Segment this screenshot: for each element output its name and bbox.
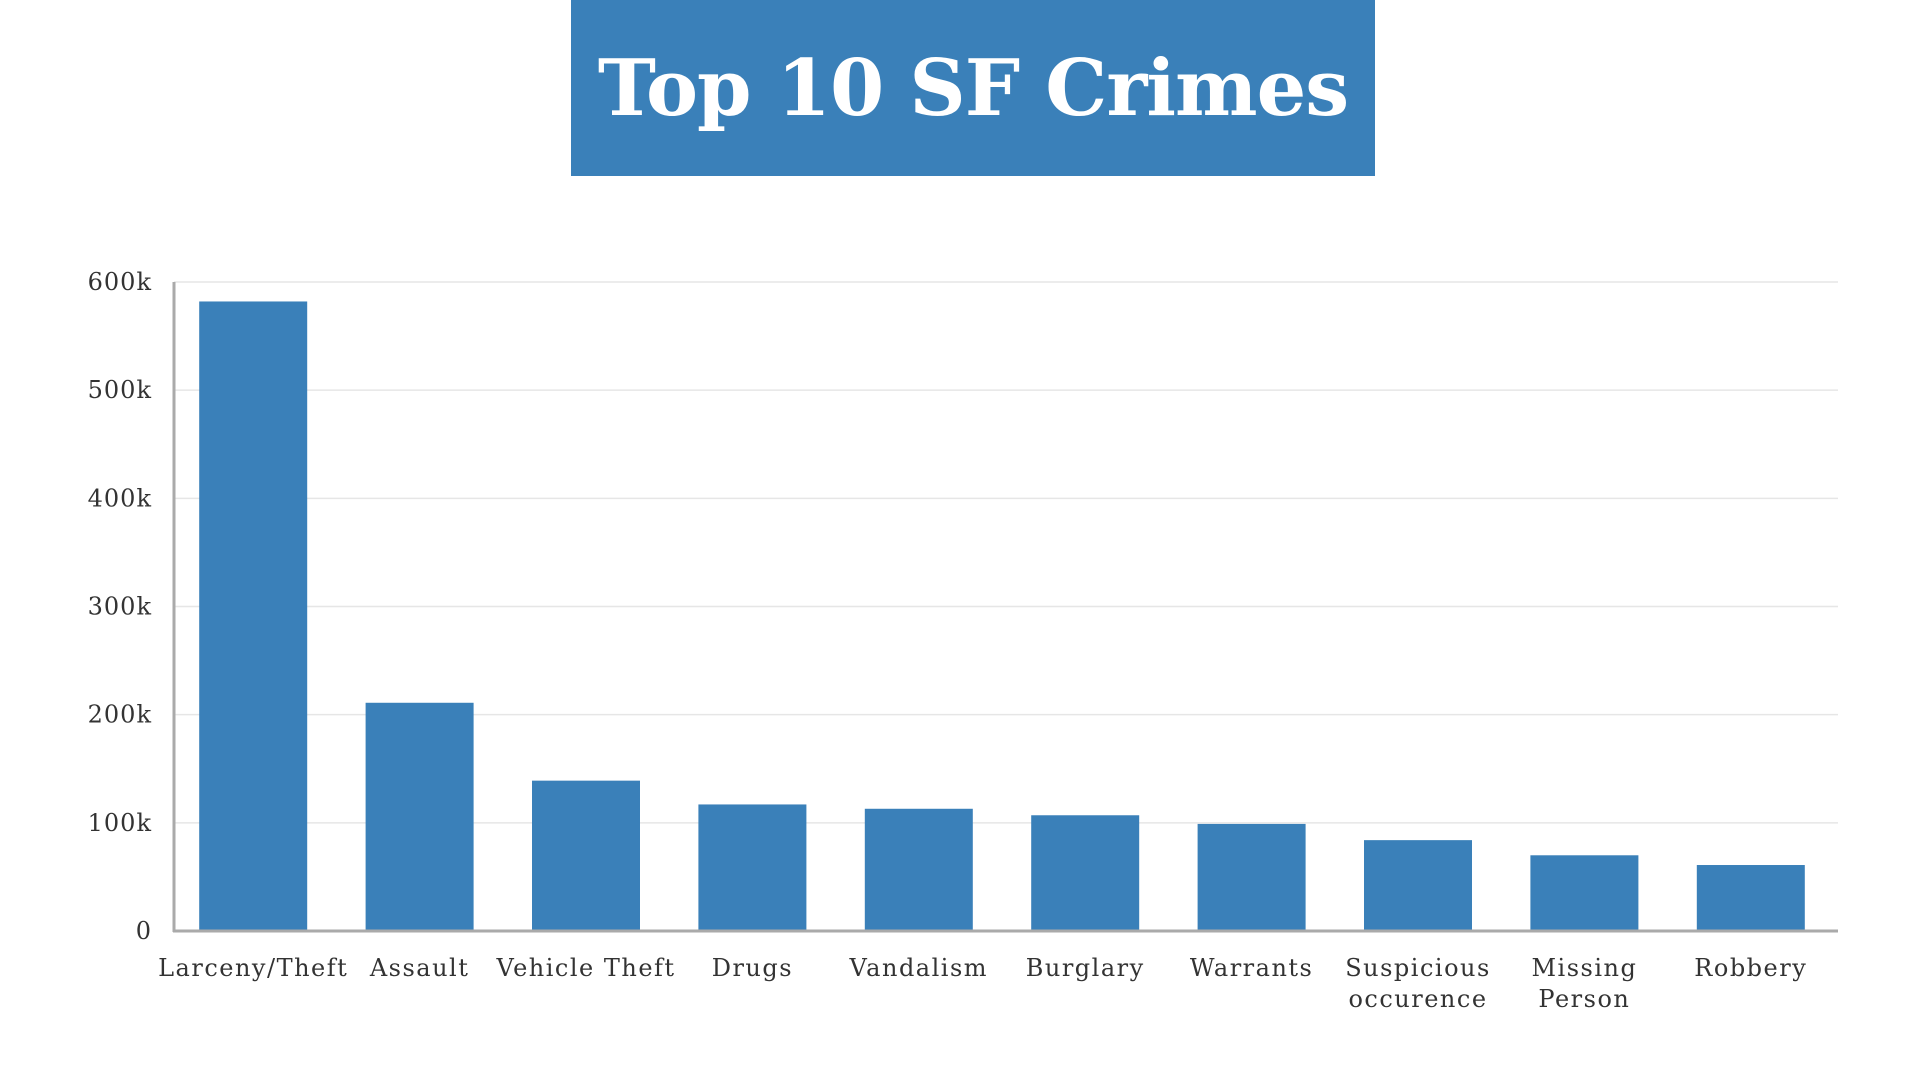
chart-title: Top 10 SF Crimes xyxy=(597,42,1349,134)
y-tick-label: 0 xyxy=(136,917,152,945)
y-tick-label: 200k xyxy=(88,701,152,729)
bar xyxy=(1530,855,1639,931)
chart-title-box: Top 10 SF Crimes xyxy=(571,0,1375,176)
bar xyxy=(698,804,807,931)
bar xyxy=(199,301,308,932)
x-tick-label: Assault xyxy=(369,954,470,982)
y-tick-label: 400k xyxy=(88,484,152,512)
x-tick-label: Person xyxy=(1538,985,1630,1013)
x-tick-label: Larceny/Theft xyxy=(158,954,348,982)
bar xyxy=(365,702,474,931)
x-tick-label: Vehicle Theft xyxy=(495,954,675,982)
y-tick-label: 600k xyxy=(88,268,152,296)
y-tick-label: 500k xyxy=(88,376,152,404)
x-tick-label: Robbery xyxy=(1694,954,1807,982)
bar xyxy=(1197,823,1306,931)
x-tick-label: Missing xyxy=(1531,954,1637,982)
bar xyxy=(532,780,640,931)
x-tick-label: Vandalism xyxy=(849,954,989,982)
bar xyxy=(1364,840,1472,931)
bar xyxy=(1031,815,1140,931)
x-tick-label: Drugs xyxy=(712,954,793,982)
bar xyxy=(864,808,973,931)
y-tick-label: 100k xyxy=(88,809,152,837)
x-tick-label: Warrants xyxy=(1190,954,1314,982)
x-tick-label: occurence xyxy=(1348,985,1487,1013)
y-tick-label: 300k xyxy=(88,593,152,621)
bar xyxy=(1696,865,1805,931)
x-tick-label: Suspicious xyxy=(1345,954,1491,982)
x-tick-label: Burglary xyxy=(1026,954,1145,982)
